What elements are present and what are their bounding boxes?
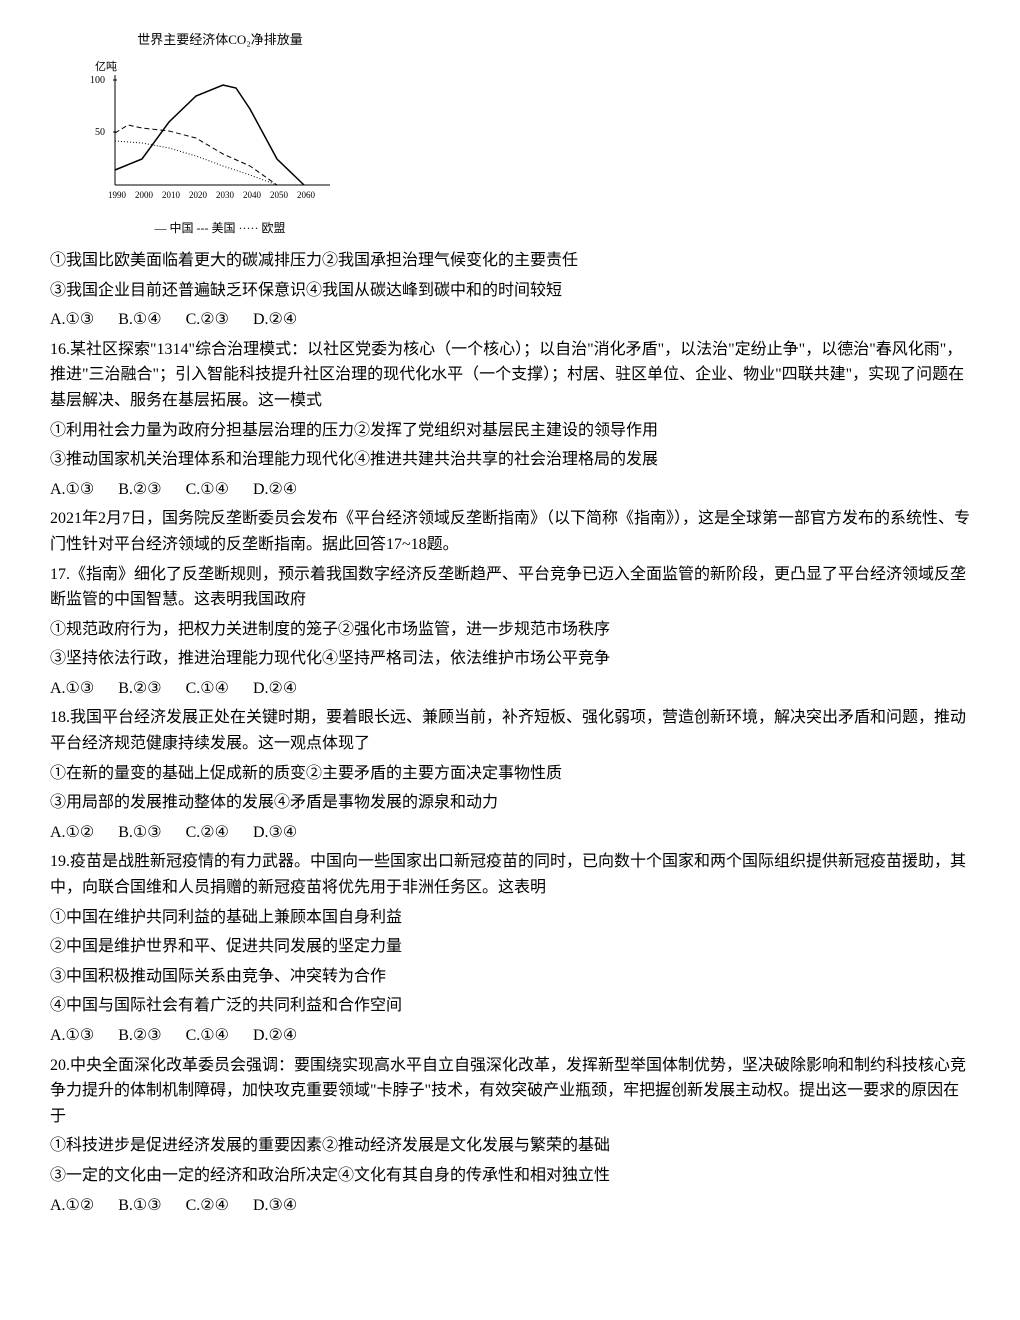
q16-p1: 16.某社区探索"1314"综合治理模式：以社区党委为核心（一个核心）；以自治"… bbox=[50, 337, 970, 414]
q17-stmt1: ①规范政府行为，把权力关进制度的笼子②强化市场监管，进一步规范市场秩序 bbox=[50, 617, 970, 643]
chart-container: 世界主要经济体CO₂净排放量 亿吨 100 50 1990 2000 2010 … bbox=[80, 30, 360, 238]
opt-d: D.②④ bbox=[253, 676, 297, 702]
q19-options: A.①③ B.②③ C.①④ D.②④ bbox=[50, 1023, 970, 1049]
opt-a: A.①③ bbox=[50, 477, 94, 503]
opt-d: D.③④ bbox=[253, 820, 297, 846]
opt-d: D.②④ bbox=[253, 307, 297, 333]
opt-c: C.①④ bbox=[186, 477, 229, 503]
opt-c: C.②③ bbox=[186, 307, 229, 333]
svg-text:50: 50 bbox=[95, 127, 105, 138]
opt-d: D.②④ bbox=[253, 1023, 297, 1049]
q20-options: A.①② B.①③ C.②④ D.③④ bbox=[50, 1193, 970, 1219]
q18-stmt1: ①在新的量变的基础上促成新的质变②主要矛盾的主要方面决定事物性质 bbox=[50, 761, 970, 787]
q20-stmt1: ①科技进步是促进经济发展的重要因素②推动经济发展是文化发展与繁荣的基础 bbox=[50, 1133, 970, 1159]
svg-text:2060: 2060 bbox=[297, 190, 316, 200]
opt-d: D.②④ bbox=[253, 477, 297, 503]
opt-b: B.①③ bbox=[118, 820, 161, 846]
opt-c: C.②④ bbox=[186, 820, 229, 846]
q18-options: A.①② B.①③ C.②④ D.③④ bbox=[50, 820, 970, 846]
q16-options: A.①③ B.②③ C.①④ D.②④ bbox=[50, 477, 970, 503]
q16-stmt1: ①利用社会力量为政府分担基层治理的压力②发挥了党组织对基层民主建设的领导作用 bbox=[50, 418, 970, 444]
opt-a: A.①③ bbox=[50, 307, 94, 333]
opt-b: B.①③ bbox=[118, 1193, 161, 1219]
q17-options: A.①③ B.②③ C.①④ D.②④ bbox=[50, 676, 970, 702]
svg-text:2010: 2010 bbox=[162, 190, 181, 200]
q15-stmt2: ③我国企业目前还普遍缺乏环保意识④我国从碳达峰到碳中和的时间较短 bbox=[50, 278, 970, 304]
svg-text:2000: 2000 bbox=[135, 190, 154, 200]
opt-b: B.①④ bbox=[118, 307, 161, 333]
intro-1718: 2021年2月7日，国务院反垄断委员会发布《平台经济领域反垄断指南》（以下简称《… bbox=[50, 506, 970, 557]
opt-a: A.①③ bbox=[50, 676, 94, 702]
opt-b: B.②③ bbox=[118, 477, 161, 503]
svg-text:1990: 1990 bbox=[108, 190, 127, 200]
opt-c: C.②④ bbox=[186, 1193, 229, 1219]
q18-stmt2: ③用局部的发展推动整体的发展④矛盾是事物发展的源泉和动力 bbox=[50, 790, 970, 816]
opt-b: B.②③ bbox=[118, 1023, 161, 1049]
opt-a: A.①③ bbox=[50, 1023, 94, 1049]
opt-b: B.②③ bbox=[118, 676, 161, 702]
q19-stmt3: ③中国积极推动国际关系由竞争、冲突转为合作 bbox=[50, 964, 970, 990]
svg-text:2050: 2050 bbox=[270, 190, 289, 200]
svg-text:100: 100 bbox=[90, 75, 105, 86]
q19-p1: 19.疫苗是战胜新冠疫情的有力武器。中国向一些国家出口新冠疫苗的同时，已向数十个… bbox=[50, 849, 970, 900]
svg-text:2030: 2030 bbox=[216, 190, 235, 200]
q17-p1: 17.《指南》细化了反垄断规则，预示着我国数字经济反垄断趋严、平台竞争已迈入全面… bbox=[50, 562, 970, 613]
q20-stmt2: ③一定的文化由一定的经济和政治所决定④文化有其自身的传承性和相对独立性 bbox=[50, 1163, 970, 1189]
opt-c: C.①④ bbox=[186, 1023, 229, 1049]
ylabel: 亿吨 bbox=[95, 60, 117, 73]
opt-c: C.①④ bbox=[186, 676, 229, 702]
q19-stmt1: ①中国在维护共同利益的基础上兼顾本国自身利益 bbox=[50, 905, 970, 931]
svg-text:2040: 2040 bbox=[243, 190, 262, 200]
chart-title: 世界主要经济体CO₂净排放量 bbox=[80, 30, 360, 51]
q17-stmt2: ③坚持依法行政，推进治理能力现代化④坚持严格司法，依法维护市场公平竞争 bbox=[50, 646, 970, 672]
q16-stmt2: ③推动国家机关治理体系和治理能力现代化④推进共建共治共享的社会治理格局的发展 bbox=[50, 447, 970, 473]
emissions-chart: 亿吨 100 50 1990 2000 2010 2020 2030 2040 … bbox=[80, 55, 340, 215]
q19-stmt2: ②中国是维护世界和平、促进共同发展的坚定力量 bbox=[50, 934, 970, 960]
opt-d: D.③④ bbox=[253, 1193, 297, 1219]
svg-text:2020: 2020 bbox=[189, 190, 208, 200]
q19-stmt4: ④中国与国际社会有着广泛的共同利益和合作空间 bbox=[50, 993, 970, 1019]
opt-a: A.①② bbox=[50, 820, 94, 846]
q20-p1: 20.中央全面深化改革委员会强调：要围绕实现高水平自立自强深化改革，发挥新型举国… bbox=[50, 1053, 970, 1130]
chart-legend: — 中国 --- 美国 ····· 欧盟 bbox=[80, 219, 360, 238]
opt-a: A.①② bbox=[50, 1193, 94, 1219]
q15-stmt1: ①我国比欧美面临着更大的碳减排压力②我国承担治理气候变化的主要责任 bbox=[50, 248, 970, 274]
q15-options: A.①③ B.①④ C.②③ D.②④ bbox=[50, 307, 970, 333]
q18-p1: 18.我国平台经济发展正处在关键时期，要着眼长远、兼顾当前，补齐短板、强化弱项，… bbox=[50, 705, 970, 756]
